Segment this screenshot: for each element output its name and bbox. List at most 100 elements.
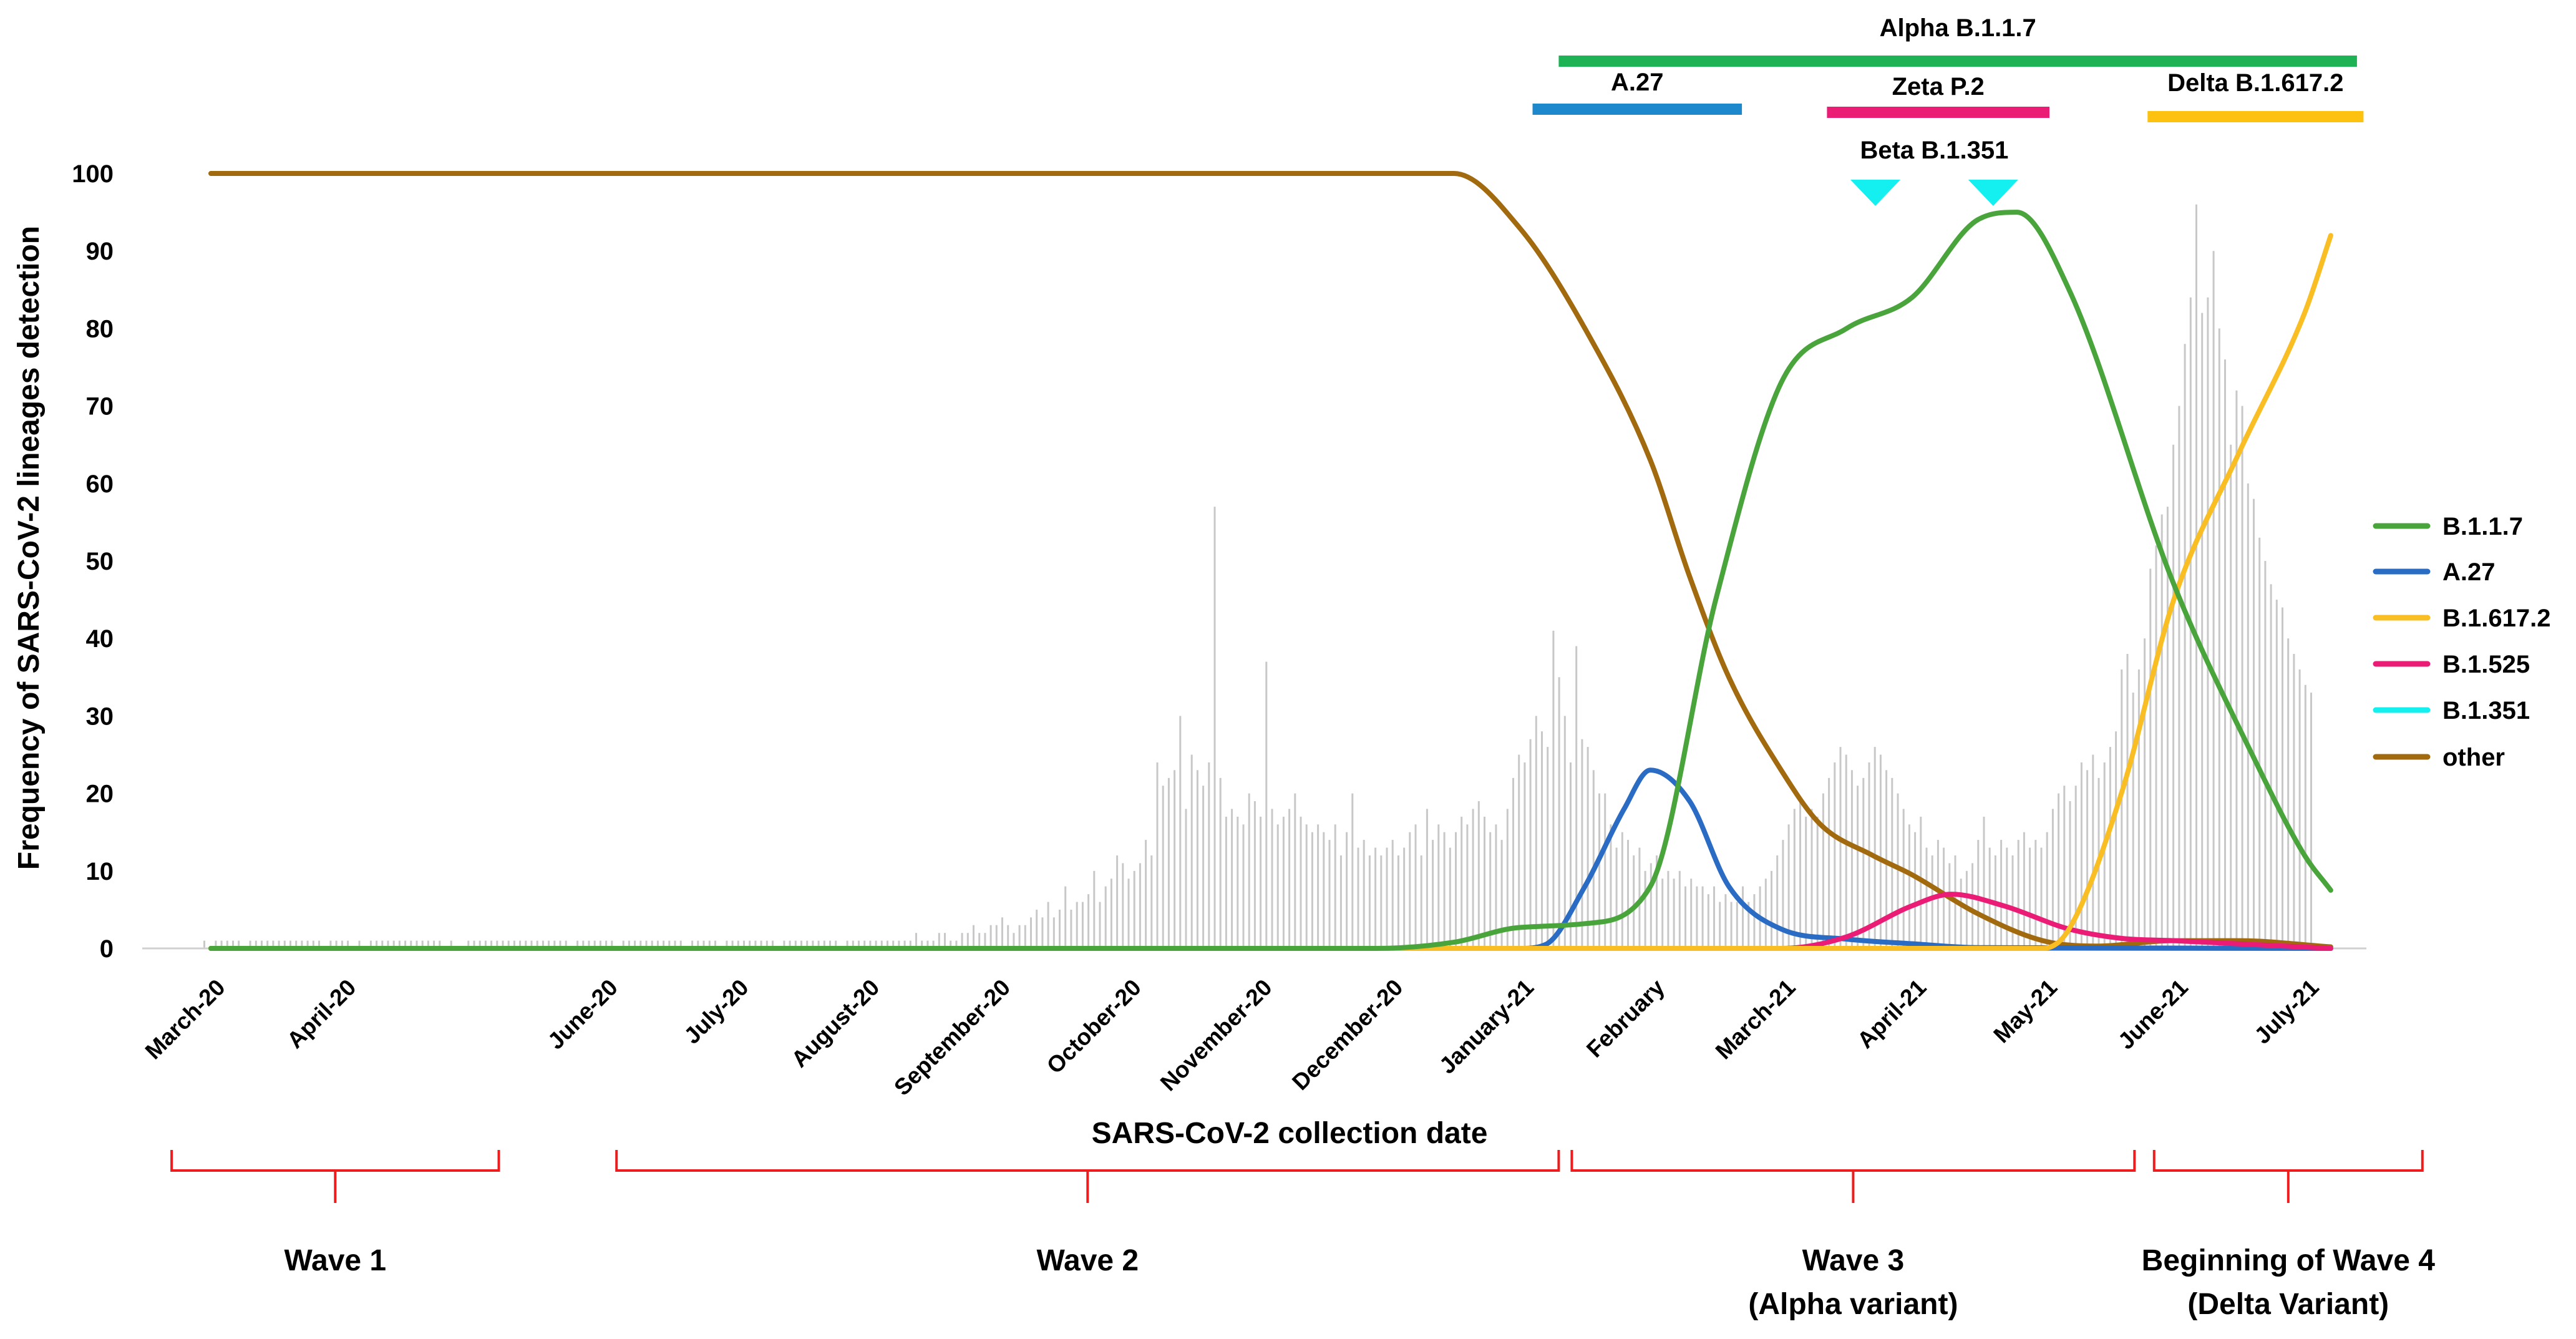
count-bar <box>903 940 906 948</box>
count-bar <box>496 940 498 948</box>
count-bar <box>1690 879 1693 948</box>
legend-label-a-27: A.27 <box>2442 558 2496 586</box>
count-bar <box>306 940 309 948</box>
count-bar <box>846 940 848 948</box>
count-bar <box>513 940 515 948</box>
count-bar <box>1162 786 1164 948</box>
count-bar <box>702 940 705 948</box>
y-tick-label: 40 <box>86 625 114 653</box>
count-bar <box>1282 816 1285 948</box>
count-bar <box>1857 786 1859 948</box>
count-bar <box>1414 824 1417 948</box>
count-bar <box>1610 824 1612 948</box>
count-bar <box>1253 801 1256 948</box>
count-bar <box>1363 840 1365 948</box>
count-bar <box>1908 824 1910 948</box>
count-bar <box>2063 786 2066 948</box>
count-bar <box>760 940 762 948</box>
count-bar <box>995 925 998 948</box>
count-bar <box>1897 793 1899 948</box>
beta-marker-label: Beta B.1.351 <box>1860 137 2008 164</box>
count-bar <box>1615 847 1618 948</box>
count-bar <box>1213 507 1216 948</box>
count-bar <box>519 940 522 948</box>
count-bar <box>1156 762 1159 948</box>
count-bar <box>691 940 694 948</box>
count-bar <box>1127 879 1130 948</box>
count-bar <box>1167 777 1170 948</box>
count-bar <box>1305 824 1308 948</box>
count-bar <box>1368 855 1371 948</box>
count-bar <box>926 940 929 948</box>
count-bar <box>530 940 533 948</box>
count-bar <box>576 940 579 948</box>
count-bar <box>829 940 831 948</box>
count-bar <box>737 940 739 948</box>
beta-marker-triangle <box>1968 180 2018 206</box>
count-bar <box>1265 661 1268 948</box>
count-bar <box>708 940 711 948</box>
x-axis-title: SARS-CoV-2 collection date <box>1092 1117 1488 1150</box>
count-bar <box>1581 739 1583 948</box>
count-bar <box>318 940 320 948</box>
count-bar <box>1391 840 1394 948</box>
count-bar <box>1047 902 1049 948</box>
count-bar <box>502 940 504 948</box>
count-bar <box>955 940 958 948</box>
y-axis-title: Frequency of SARS-CoV-2 lineages detecti… <box>12 226 46 870</box>
count-bar <box>1621 832 1623 948</box>
count-bar <box>301 940 303 948</box>
x-tick-label: January-21 <box>1434 975 1538 1079</box>
count-bar <box>1902 809 1905 948</box>
wave-brace <box>2152 1150 2424 1203</box>
count-bar <box>1489 832 1492 948</box>
count-bar <box>1529 739 1532 948</box>
count-bar <box>766 940 768 948</box>
y-tick-label: 30 <box>86 703 114 730</box>
count-bar <box>525 940 527 948</box>
count-bar <box>812 940 814 948</box>
count-bar <box>1116 855 1119 948</box>
count-bar <box>1317 824 1320 948</box>
count-bar <box>2029 847 2031 948</box>
count-bar <box>1960 879 1962 948</box>
count-bar <box>1196 770 1198 948</box>
count-bar <box>588 940 590 948</box>
count-bar <box>427 940 429 948</box>
count-bar <box>1013 933 1015 948</box>
count-bar <box>1260 816 1262 948</box>
count-bar <box>392 940 395 948</box>
count-bar <box>1943 847 1945 948</box>
count-bar <box>1592 770 1595 948</box>
count-bar <box>1208 762 1210 948</box>
count-bar <box>358 940 361 948</box>
count-bar <box>1426 809 1428 948</box>
count-bar <box>1007 925 1009 948</box>
count-bar <box>1024 925 1026 948</box>
count-bar <box>915 933 917 948</box>
count-bar <box>2069 801 2071 948</box>
count-bar <box>645 940 648 948</box>
count-bar <box>507 940 510 948</box>
count-bar <box>369 940 372 948</box>
count-bar <box>261 940 263 948</box>
count-bar <box>1512 777 1514 948</box>
count-bar <box>1472 809 1474 948</box>
y-tick-label: 90 <box>86 238 114 265</box>
count-bar <box>1524 762 1526 948</box>
count-bar <box>2155 545 2157 948</box>
count-bar <box>565 940 567 948</box>
count-bar <box>1145 840 1147 948</box>
count-bar <box>754 940 757 948</box>
count-bar <box>1742 886 1744 948</box>
count-bar <box>875 940 877 948</box>
count-bar <box>806 940 809 948</box>
count-bar <box>1776 855 1779 948</box>
count-bar <box>1179 716 1182 948</box>
count-bar <box>1104 886 1107 948</box>
count-bar <box>347 940 349 948</box>
count-bar <box>1558 677 1560 948</box>
count-bar <box>1879 754 1882 948</box>
count-bar <box>1087 894 1090 948</box>
y-tick-label: 100 <box>72 160 114 188</box>
